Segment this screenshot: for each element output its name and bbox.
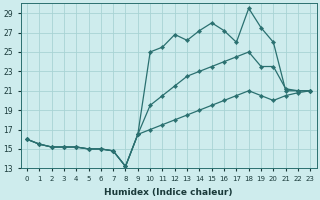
X-axis label: Humidex (Indice chaleur): Humidex (Indice chaleur) — [104, 188, 233, 197]
